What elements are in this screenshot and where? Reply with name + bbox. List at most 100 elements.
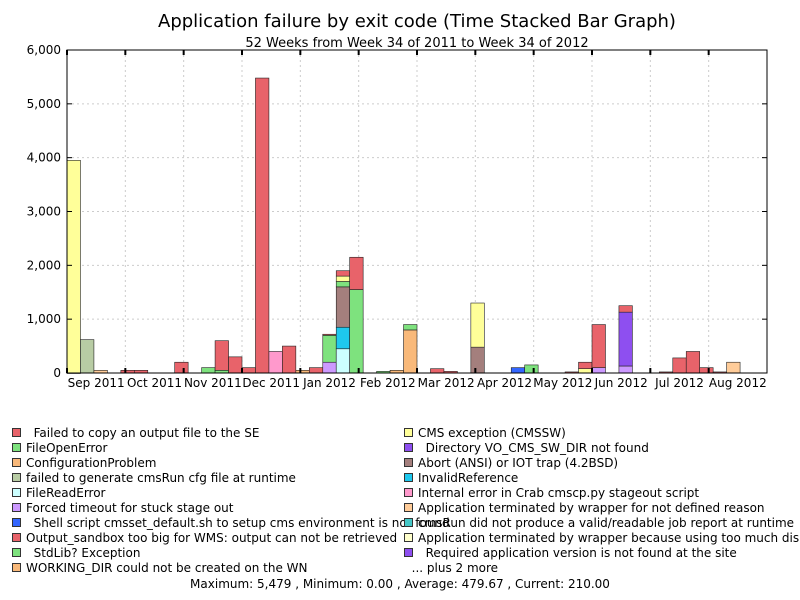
bar-segment (322, 335, 337, 363)
legend-item: Application terminated by wrapper becaus… (404, 531, 800, 546)
y-tick-label: 5,000 (27, 97, 61, 111)
bar-segment (618, 305, 633, 313)
bar-segment (228, 356, 243, 374)
legend-swatch (12, 503, 21, 512)
legend-item: WORKING_DIR could not be created on the … (12, 561, 396, 576)
bar-segment (282, 345, 297, 374)
legend-label: Abort (ANSI) or IOT trap (4.2BSD) (418, 456, 619, 470)
bars (66, 77, 741, 374)
x-tick-label: Aug 2012 (709, 376, 767, 390)
legend-swatch (404, 518, 413, 527)
legend-label: ConfigurationProblem (26, 456, 157, 470)
bar-segment (349, 256, 364, 290)
bar-segment (578, 361, 593, 369)
legend-item: ConfigurationProblem (12, 456, 396, 471)
bar-segment (672, 357, 687, 374)
legend-label: WORKING_DIR could not be created on the … (26, 561, 308, 575)
bar-segment (201, 367, 216, 374)
legend-item: Abort (ANSI) or IOT trap (4.2BSD) (404, 456, 800, 471)
legend-swatch (12, 548, 21, 557)
legend-item: cmsRun did not produce a valid/readable … (404, 516, 800, 531)
bar-segment (726, 361, 741, 374)
legend-label: Required application version is not foun… (418, 546, 737, 560)
bar-segment (255, 77, 270, 374)
legend-label: Internal error in Crab cmscp.py stageout… (418, 486, 700, 500)
x-tick-label: Apr 2012 (477, 376, 532, 390)
bar-segment (470, 302, 485, 348)
legend-item: Directory VO_CMS_SW_DIR not found (404, 441, 800, 456)
legend-item: Shell script cmsset_default.sh to setup … (12, 516, 450, 531)
legend-item: FileReadError (12, 486, 396, 501)
legend-item: FileOpenError (12, 441, 396, 456)
legend-swatch (404, 473, 413, 482)
legend-label: failed to generate cmsRun cfg file at ru… (26, 471, 296, 485)
x-tick-label: Jan 2012 (302, 376, 356, 390)
legend-swatch (404, 488, 413, 497)
legend-item: CMS exception (CMSSW) (404, 426, 800, 441)
y-tick-label: 6,000 (27, 43, 61, 57)
legend-label: InvalidReference (418, 471, 519, 485)
bar-segment (403, 329, 418, 374)
bar-segment (80, 339, 95, 374)
chart-title: Application failure by exit code (Time S… (158, 11, 676, 32)
legend-label: Failed to copy an output file to the SE (26, 426, 260, 440)
bar-segment (241, 367, 256, 374)
legend: Failed to copy an output file to the SE F… (0, 426, 800, 576)
bar-segment (335, 275, 350, 282)
x-tick-label: Dec 2011 (242, 376, 300, 390)
bar-segment (403, 324, 418, 331)
bar-segment (470, 346, 485, 374)
x-tick-label: Sep 2011 (68, 376, 125, 390)
chart: Application failure by exit code (Time S… (27, 11, 768, 390)
legend-label: Application terminated by wrapper for no… (418, 501, 765, 515)
legend-column-left: Failed to copy an output file to the SE F… (12, 426, 450, 576)
x-tick-label: Mar 2012 (418, 376, 475, 390)
legend-label: CMS exception (CMSSW) (418, 426, 566, 440)
bar-segment (335, 326, 350, 350)
bar-segment (510, 367, 525, 374)
chart-subtitle: 52 Weeks from Week 34 of 2011 to Week 34… (245, 36, 588, 51)
bar-segment (349, 289, 364, 374)
legend-swatch (12, 473, 21, 482)
bar-segment (699, 367, 714, 374)
bar-segment (214, 340, 229, 371)
x-tick-label: Nov 2011 (184, 376, 242, 390)
legend-label: FileReadError (26, 486, 106, 500)
bar-segment (309, 367, 324, 374)
bar-segment (335, 281, 350, 288)
legend-item: InvalidReference (404, 471, 800, 486)
bar-segment (618, 365, 633, 374)
x-tick-label: Jun 2012 (594, 376, 648, 390)
y-tick-label: 2,000 (27, 258, 61, 272)
bar-segment (618, 311, 633, 367)
legend-swatch (12, 428, 21, 437)
bar-segment (66, 160, 81, 374)
legend-item: Forced timeout for stuck stage out (12, 501, 396, 516)
legend-label: FileOpenError (26, 441, 108, 455)
bar-segment (268, 351, 283, 374)
bar-segment (685, 351, 700, 374)
legend-label: Application terminated by wrapper becaus… (418, 531, 800, 545)
stats-footer: Maximum: 5,479 , Minimum: 0.00 , Average… (0, 577, 800, 592)
legend-item: Required application version is not foun… (404, 546, 800, 561)
legend-label: Output_sandbox too big for WMS: output c… (26, 531, 398, 545)
legend-item: failed to generate cmsRun cfg file at ru… (12, 471, 396, 486)
bar-segment (430, 368, 445, 374)
y-axis: 0 1,000 2,000 3,000 4,000 5,000 6,000 (27, 43, 767, 380)
legend-swatch (12, 443, 21, 452)
legend-item: Failed to copy an output file to the SE (12, 426, 396, 441)
stats-text: Maximum: 5,479 , Minimum: 0.00 , Average… (190, 577, 610, 591)
legend-swatch (12, 563, 21, 572)
legend-item: Internal error in Crab cmscp.py stageout… (404, 486, 800, 501)
bar-segment (335, 286, 350, 328)
legend-swatch (12, 458, 21, 467)
y-tick-label: 3,000 (27, 205, 61, 219)
bar-segment (335, 348, 350, 374)
legend-item: Output_sandbox too big for WMS: output c… (12, 531, 398, 546)
y-tick-label: 4,000 (27, 151, 61, 165)
legend-swatch (404, 548, 413, 557)
bar-segment (335, 270, 350, 277)
x-axis: Sep 2011 Oct 2011 Nov 2011 Dec 2011 Jan 2012… (66, 50, 767, 390)
x-tick-label: Jul 2012 (654, 376, 704, 390)
legend-column-right: CMS exception (CMSSW) Directory VO_CMS_S… (404, 426, 800, 575)
